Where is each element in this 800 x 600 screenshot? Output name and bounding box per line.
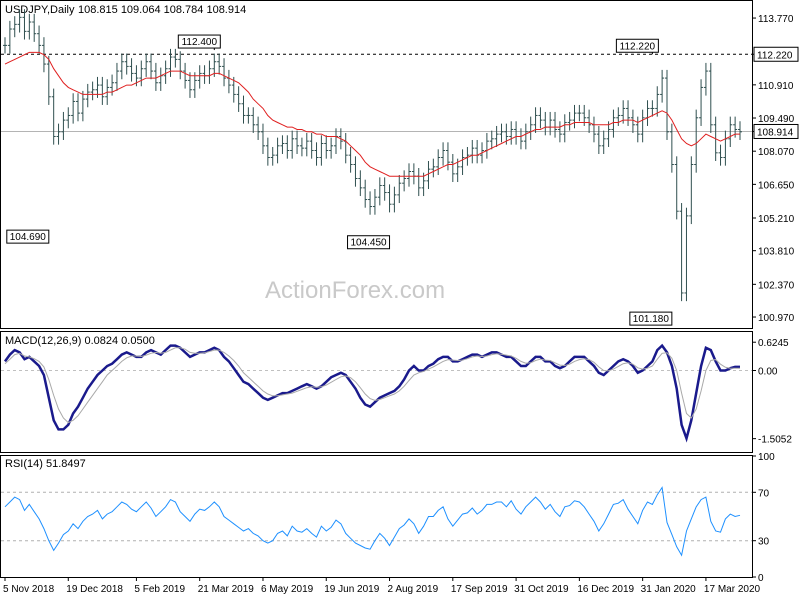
y-tick-label: 30 xyxy=(758,537,770,548)
macd-series-group xyxy=(1,343,752,443)
y-tick-label: 108.070 xyxy=(758,147,795,158)
x-tick-label: 17 Sep 2019 xyxy=(451,584,508,595)
y-tick-label: 105.210 xyxy=(758,214,795,225)
y-tick-label: 102.370 xyxy=(758,280,795,291)
macd-title: MACD(12,26,9) 0.0824 0.0500 xyxy=(5,335,155,347)
rsi-series-group xyxy=(1,486,752,557)
y-tick-label: 100 xyxy=(758,452,775,463)
axis-value-box-label: 112.220 xyxy=(757,50,793,61)
annotation-box xyxy=(6,229,50,244)
y-axis-labels: 113.770 112.220 110.910 109.490 108.914 108.0… xyxy=(752,14,799,584)
series-line-signal xyxy=(4,347,740,424)
annotation-box xyxy=(615,38,659,53)
chart-title: USDJPY,Daily xyxy=(5,4,75,16)
series-line-sma xyxy=(4,51,740,177)
annotation-box xyxy=(347,235,391,250)
annotation-label: 101.180 xyxy=(633,314,670,325)
y-tick-label: 70 xyxy=(758,488,770,499)
y-tick-label: 0 xyxy=(758,573,764,584)
annotation-label: 112.400 xyxy=(182,37,218,48)
x-tick-label: 5 Nov 2018 xyxy=(3,584,55,595)
x-tick-label: 6 May 2019 xyxy=(261,584,314,595)
annotation-box xyxy=(629,311,673,326)
y-tick-label: 109.490 xyxy=(758,114,795,125)
annotation-label: 104.690 xyxy=(10,232,47,243)
x-tick-label: 19 Dec 2018 xyxy=(66,584,123,595)
x-tick-label: 16 Dec 2019 xyxy=(577,584,634,595)
watermark: ActionForex.com xyxy=(265,277,445,304)
annotation-box xyxy=(177,34,221,49)
axis-value-box-label: 108.914 xyxy=(757,127,794,138)
series-line-rsi xyxy=(4,486,741,557)
y-tick-label: 100.970 xyxy=(758,313,795,324)
macd-panel-frame xyxy=(0,331,753,453)
y-tick-label: 0.00 xyxy=(758,366,778,377)
x-tick-label: 17 Mar 2020 xyxy=(704,584,761,595)
price-panel-frame xyxy=(0,0,753,329)
y-tick-label: 113.770 xyxy=(758,14,794,25)
ohlc-readout: 108.815 109.064 108.784 108.914 xyxy=(78,4,246,16)
annotation-label: 104.450 xyxy=(350,238,387,249)
annotation-label: 112.220 xyxy=(620,41,656,52)
axis-value-box xyxy=(753,123,799,139)
x-tick-label: 2 Aug 2019 xyxy=(388,584,439,595)
x-tick-label: 31 Jan 2020 xyxy=(641,584,696,595)
y-tick-label: 106.650 xyxy=(758,180,795,191)
x-tick-label: 5 Feb 2019 xyxy=(134,584,185,595)
y-tick-label: -1.5052 xyxy=(758,435,792,446)
x-tick-label: 19 Jun 2019 xyxy=(324,584,379,595)
price-series-group: 104.690 112.400 104.450 112.220 101.180 xyxy=(1,9,752,326)
rsi-title: RSI(14) 51.8497 xyxy=(5,458,86,470)
axis-value-box xyxy=(753,46,799,62)
y-tick-label: 110.910 xyxy=(758,81,794,92)
y-tick-label: 0.6245 xyxy=(758,338,789,349)
series-line-macd xyxy=(3,343,740,443)
y-tick-label: 103.810 xyxy=(758,247,795,258)
x-axis-labels: 5 Nov 2018 19 Dec 2018 5 Feb 2019 21 Mar 20… xyxy=(3,577,761,595)
x-tick-label: 31 Oct 2019 xyxy=(514,584,569,595)
x-tick-label: 21 Mar 2019 xyxy=(198,584,255,595)
rsi-panel-frame xyxy=(0,455,753,578)
